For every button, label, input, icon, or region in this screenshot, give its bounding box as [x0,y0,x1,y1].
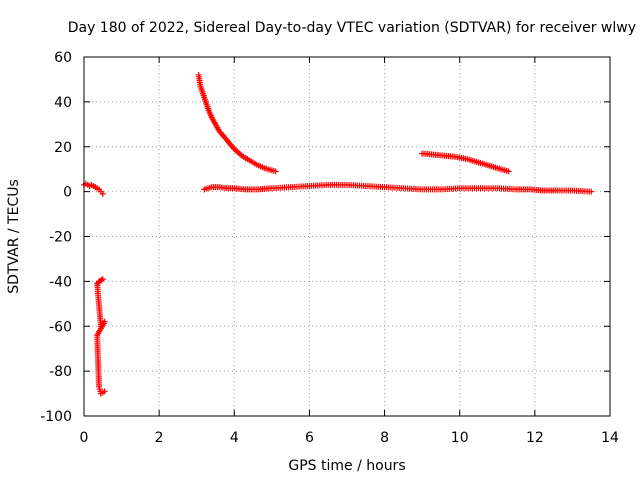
chart-title: Day 180 of 2022, Sidereal Day-to-day VTE… [67,20,636,36]
series-early-outliers [94,276,108,397]
x-tick-label: 12 [526,430,544,446]
x-tick-label: 8 [380,430,389,446]
data-point [272,168,279,175]
y-tick-label: -80 [49,364,72,380]
y-tick-label: 20 [54,140,72,156]
data-point [505,168,512,175]
series-decreasing-arc-1 [195,71,279,175]
series-early-near-zero [81,180,106,197]
y-tick-label: 60 [54,50,72,66]
x-tick-label: 14 [601,430,619,446]
x-tick-label: 4 [230,430,239,446]
data-point [588,188,595,195]
series-baseline [201,181,595,195]
data-point [99,190,106,197]
y-tick-label: -20 [49,230,72,246]
data-points [81,71,595,397]
y-tick-label: -100 [40,409,72,425]
x-axis-ticks: 0 2 4 6 8 10 12 14 [80,57,619,446]
y-axis-label: SDTVAR / TECUs [6,179,22,294]
y-tick-label: 40 [54,95,72,111]
plot-frame [83,56,611,417]
x-axis-label: GPS time / hours [288,458,405,474]
x-tick-label: 10 [451,430,469,446]
y-axis-ticks: 60 40 20 0 -20 -40 -60 -80 -100 [40,50,610,425]
x-tick-label: 0 [80,430,89,446]
x-tick-label: 2 [155,430,164,446]
data-point [101,388,108,395]
y-tick-label: 0 [63,185,72,201]
y-tick-label: -40 [49,274,72,290]
series-decreasing-arc-2 [419,150,512,175]
x-tick-label: 6 [305,430,314,446]
y-tick-label: -60 [49,319,72,335]
grid-lines [84,57,610,416]
